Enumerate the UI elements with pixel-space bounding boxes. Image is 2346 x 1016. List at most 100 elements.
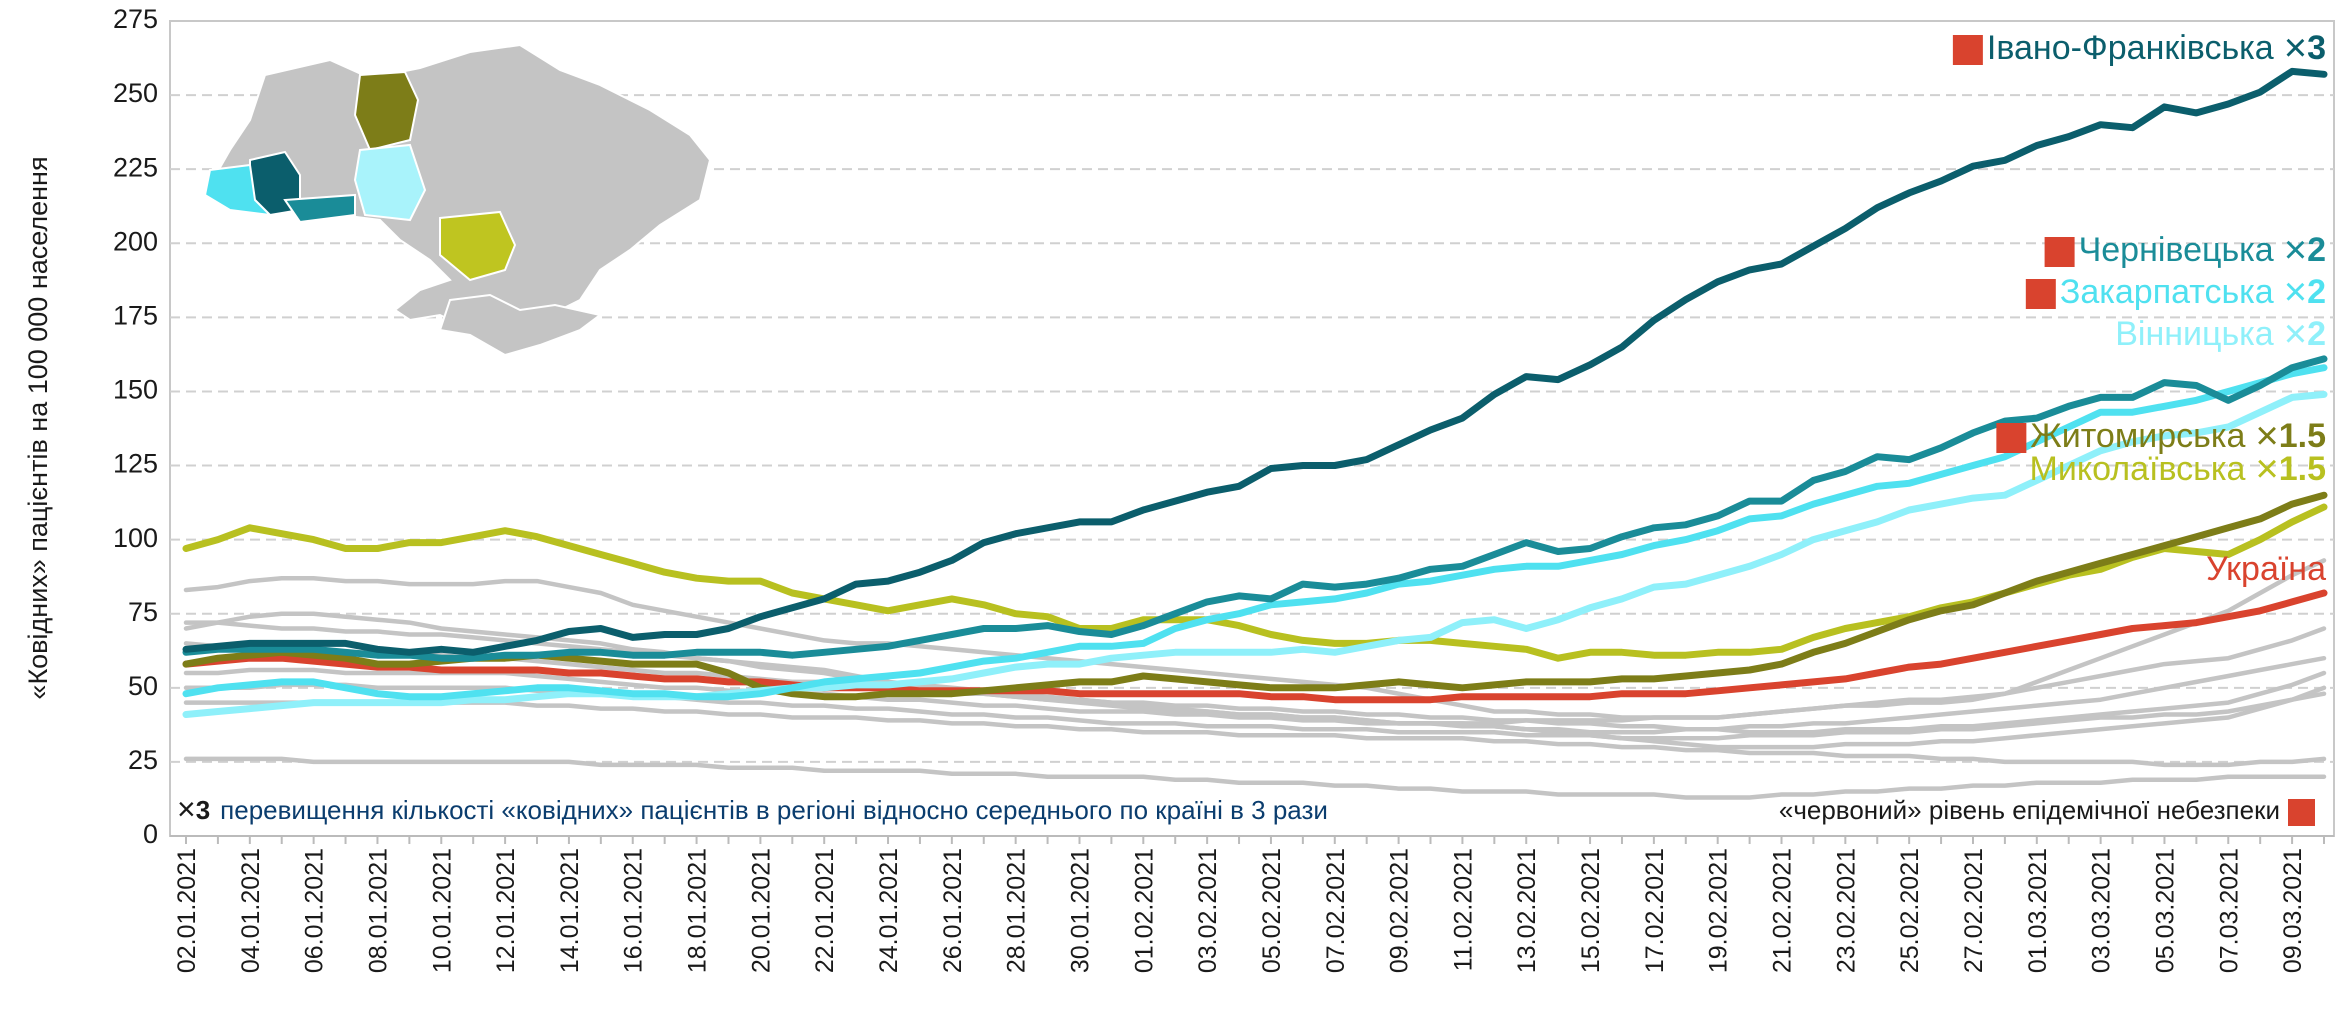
factor-value: 1.5 (2279, 417, 2326, 455)
red-level-marker (2025, 279, 2056, 309)
y-tick-label: 250 (113, 78, 158, 108)
x-tick-label: 05.03.2021 (2151, 848, 2179, 973)
x-tick-label: 01.02.2021 (1130, 848, 1158, 973)
series-label: Івано-Франківська ×3 (1987, 26, 2326, 70)
other-region-line (183, 620, 2327, 750)
y-tick-label: 225 (113, 152, 158, 182)
series-label: Житомирська ×1.5 (2030, 414, 2326, 458)
y-tick-label: 50 (128, 671, 158, 701)
x-tick-label: 03.03.2021 (2088, 848, 2116, 973)
series-label: Миколаївська ×1.5 (2030, 447, 2326, 491)
x-tick-label: 09.03.2021 (2279, 848, 2307, 973)
y-axis-title: «Ковідних» пацієнтів на 100 000 населенн… (23, 156, 53, 699)
x-tick-label: 02.01.2021 (173, 848, 201, 973)
x-tick-label: 28.01.2021 (1003, 848, 1031, 973)
factor-symbol: × (2284, 228, 2307, 272)
factor-value: 3 (2307, 29, 2326, 67)
series-name: Чернівецька (2079, 231, 2274, 269)
series-name: Україна (2206, 550, 2326, 588)
y-tick-label: 25 (128, 745, 158, 775)
series-label: Україна (2206, 550, 2326, 588)
map-zakarpattia (203, 163, 273, 217)
series-name: Миколаївська (2030, 450, 2246, 488)
note-symbol: × (177, 791, 196, 827)
y-tick-label: 75 (128, 597, 158, 627)
x-tick-label: 20.01.2021 (747, 848, 775, 973)
other-region-line (183, 700, 2327, 768)
y-tick-label: 275 (113, 4, 158, 34)
x-tick-label: 10.01.2021 (428, 848, 456, 973)
x-tick-label: 07.02.2021 (1322, 848, 1350, 973)
map-vinnytsia (353, 143, 427, 222)
series-line (182, 355, 2328, 662)
x-tick-label: 13.02.2021 (1513, 848, 1541, 973)
y-tick-label: 125 (113, 449, 158, 479)
x-tick-label: 12.01.2021 (492, 848, 520, 973)
x-tick-label: 07.03.2021 (2215, 848, 2243, 973)
x-tick-label: 06.01.2021 (301, 848, 329, 973)
x-tick-label: 26.01.2021 (939, 848, 967, 973)
y-tick-label: 200 (113, 226, 158, 256)
x-tick-label: 01.03.2021 (2024, 848, 2052, 973)
note-factor: 3 (196, 795, 210, 825)
series-label: Закарпатська ×2 (2060, 270, 2326, 314)
x-tick-label: 14.01.2021 (556, 848, 584, 973)
x-tick-label: 03.02.2021 (1194, 848, 1222, 973)
series-name: Закарпатська (2060, 273, 2274, 311)
map-chernivtsi (283, 193, 356, 224)
x-tick-label: 22.01.2021 (811, 848, 839, 973)
factor-symbol: × (2284, 312, 2307, 356)
series-line (182, 390, 2328, 718)
y-tick-label: 150 (113, 375, 158, 405)
note-text: перевищення кількості «ковідних» пацієнт… (220, 795, 1328, 825)
x-tick-label: 05.02.2021 (1258, 848, 1286, 973)
x-tick-label: 27.02.2021 (1960, 848, 1988, 973)
x-tick-label: 25.02.2021 (1896, 848, 1924, 973)
factor-symbol: × (2255, 447, 2278, 491)
red-level-marker (1952, 35, 1983, 65)
x-tick-label: 16.01.2021 (620, 848, 648, 973)
red-level-marker (2288, 799, 2315, 826)
inset-map (203, 43, 712, 357)
x-tick-label: 21.02.2021 (1769, 848, 1797, 973)
map-zhytomyr (353, 70, 420, 152)
y-tick-label: 100 (113, 523, 158, 553)
map-crimea (438, 293, 603, 357)
other-region-line (183, 641, 2327, 735)
y-tick-label: 175 (113, 300, 158, 330)
x-tick-label: 04.01.2021 (237, 848, 265, 973)
y-tick-label: 0 (143, 819, 158, 849)
note-left: ×3 перевищення кількості «ковідних» паціє… (177, 791, 1328, 827)
series-line (182, 364, 2328, 701)
factor-value: 1.5 (2279, 450, 2326, 488)
x-tick-label: 19.02.2021 (1705, 848, 1733, 973)
x-tick-label: 23.02.2021 (1832, 848, 1860, 973)
series-label: Чернівецька ×2 (2079, 228, 2326, 272)
other-region-line (183, 756, 2327, 800)
series-layer (170, 67, 2334, 800)
series-name: Івано-Франківська (1987, 29, 2274, 67)
x-tick-label: 17.02.2021 (1641, 848, 1669, 973)
series-line (182, 589, 2328, 704)
x-tick-label: 30.01.2021 (1066, 848, 1094, 973)
x-tick-label: 24.01.2021 (875, 848, 903, 973)
other-region-line (183, 626, 2327, 726)
x-tick-label: 09.02.2021 (1386, 848, 1414, 973)
x-tick-label: 11.02.2021 (1449, 848, 1477, 971)
factor-value: 2 (2307, 315, 2326, 353)
x-tick-label: 08.01.2021 (364, 848, 392, 973)
other-region-line (183, 558, 2327, 720)
series-line (182, 67, 2328, 656)
x-tick-label: 18.01.2021 (684, 848, 712, 973)
factor-value: 2 (2307, 273, 2326, 311)
series-label: Вінницька ×2 (2115, 312, 2326, 356)
red-level-marker (1996, 423, 2027, 453)
red-level-marker (2044, 237, 2075, 267)
factor-symbol: × (2284, 26, 2307, 70)
factor-symbol: × (2255, 414, 2278, 458)
x-tick-label: 15.02.2021 (1577, 848, 1605, 973)
map-mykolaiv (439, 210, 517, 282)
note-right: «червоний» рівень епідемічної небезпеки (1779, 795, 2280, 825)
series-name: Житомирська (2030, 417, 2245, 455)
